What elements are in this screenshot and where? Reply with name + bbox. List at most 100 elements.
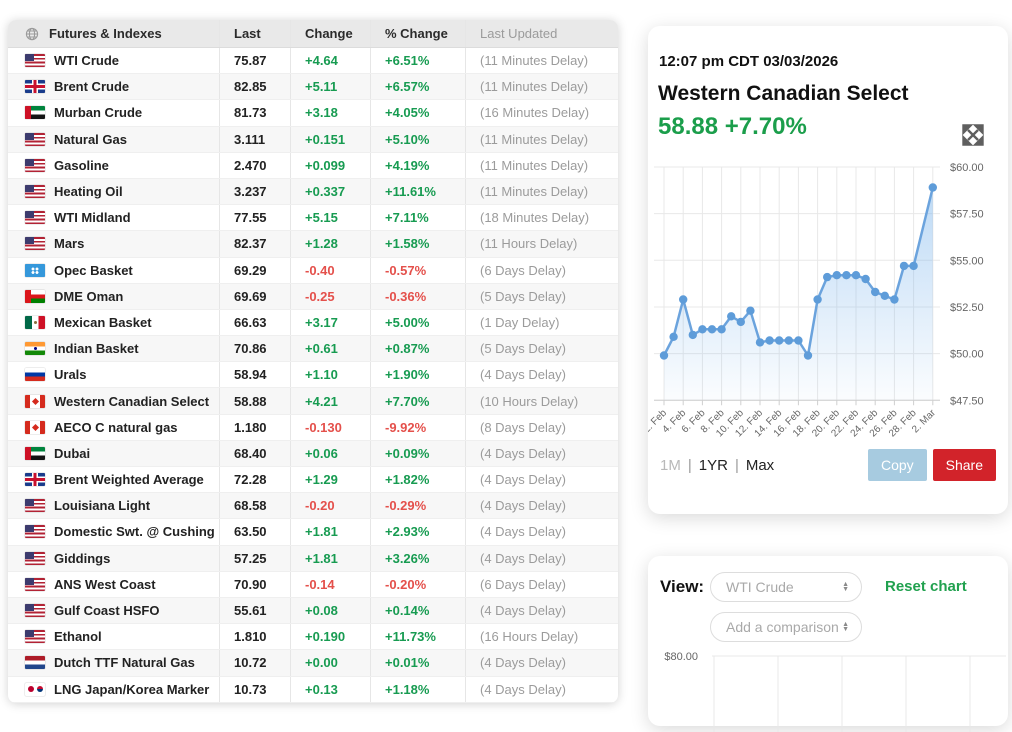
- us-flag-icon: [25, 499, 45, 513]
- commodity-name-cell: Louisiana Light: [8, 493, 219, 518]
- table-row[interactable]: Ethanol 1.810 +0.190 +11.73% (16 Hours Delay…: [8, 624, 618, 651]
- last-price: 66.63: [219, 309, 290, 336]
- percent-change-value: -0.20%: [370, 571, 465, 597]
- share-button[interactable]: Share: [932, 449, 996, 481]
- table-row[interactable]: Giddings 57.25 +1.81 +3.26% (4 Days Delay): [8, 545, 618, 572]
- table-row[interactable]: WTI Crude 75.87 +4.64 +6.51% (11 Minutes Del…: [8, 48, 618, 75]
- ru-flag-icon: [25, 368, 45, 382]
- table-row[interactable]: Murban Crude 81.73 +3.18 +4.05% (16 Minutes …: [8, 100, 618, 127]
- commodity-name: Heating Oil: [54, 184, 123, 200]
- range-option-1m[interactable]: 1M: [660, 456, 681, 474]
- percent-change-value: +1.18%: [370, 676, 465, 702]
- commodity-name: WTI Midland: [54, 210, 131, 226]
- header-label: Futures & Indexes: [49, 26, 162, 41]
- table-row[interactable]: ANS West Coast 70.90 -0.14 -0.20% (6 Days De…: [8, 571, 618, 598]
- table-row[interactable]: Urals 58.94 +1.10 +1.90% (4 Days Delay): [8, 362, 618, 389]
- last-updated: (11 Hours Delay): [465, 231, 618, 257]
- price-chart[interactable]: $47.50$50.00$52.50$55.00$57.50$60.002. F…: [648, 154, 1006, 446]
- commodity-name-cell: Giddings: [8, 546, 219, 571]
- table-row[interactable]: Natural Gas 3.111 +0.151 +5.10% (11 Minutes …: [8, 126, 618, 153]
- change-value: +1.29: [290, 467, 370, 493]
- change-value: +1.81: [290, 519, 370, 545]
- table-row[interactable]: DME Oman 69.69 -0.25 -0.36% (5 Days Delay): [8, 283, 618, 310]
- chart-action-buttons: Copy Share: [867, 449, 996, 481]
- table-row[interactable]: Opec Basket 69.29 -0.40 -0.57% (6 Days Delay…: [8, 257, 618, 284]
- commodity-name: LNG Japan/Korea Marker: [54, 681, 210, 697]
- table-row[interactable]: Domestic Swt. @ Cushing 63.50 +1.81 +2.93%(…: [8, 519, 618, 546]
- us-flag-icon: [25, 630, 45, 644]
- table-row[interactable]: Heating Oil 3.237 +0.337 +11.61% (11 Minutes…: [8, 178, 618, 206]
- view-select[interactable]: WTI Crude ▲ ▼: [710, 572, 862, 602]
- us-flag-icon: [25, 577, 45, 591]
- percent-change-value: +11.61%: [370, 178, 465, 205]
- last-price: 82.85: [219, 74, 290, 100]
- table-row[interactable]: Dutch TTF Natural Gas 10.72 +0.00 +0.01% (4 …: [8, 650, 618, 677]
- last-updated: (11 Minutes Delay): [465, 152, 618, 178]
- last-updated: (4 Days Delay): [465, 519, 618, 545]
- table-row[interactable]: Brent Weighted Average 72.28 +1.29 +1.82% (4…: [8, 467, 618, 494]
- last-updated: (4 Days Delay): [465, 545, 618, 571]
- commodity-name-cell: Western Canadian Select: [8, 388, 219, 413]
- comparison-select[interactable]: Add a comparison ▲ ▼: [710, 612, 862, 642]
- comparison-chart[interactable]: $80.00: [648, 642, 1006, 732]
- change-value: +0.00: [290, 650, 370, 676]
- commodity-name: AECO C natural gas: [54, 419, 178, 435]
- commodity-name: Brent Weighted Average: [54, 472, 204, 488]
- change-value: +3.18: [290, 100, 370, 126]
- change-value: +0.13: [290, 676, 370, 702]
- commodity-name-cell: Heating Oil: [8, 179, 219, 204]
- last-price: 10.72: [219, 650, 290, 676]
- us-flag-icon: [25, 211, 45, 225]
- change-value: +0.06: [290, 440, 370, 466]
- table-row[interactable]: Mars 82.37 +1.28 +1.58% (11 Hours Delay): [8, 231, 618, 258]
- reset-chart-link[interactable]: Reset chart: [885, 578, 967, 595]
- svg-text:$52.50: $52.50: [950, 302, 984, 314]
- percent-change-value: +1.82%: [370, 467, 465, 493]
- last-price: 69.69: [219, 283, 290, 309]
- page: { "colors": { "positive": "#179b51", "ne…: [0, 0, 1012, 705]
- commodity-name-cell: Dubai: [8, 441, 219, 466]
- uk-flag-icon: [25, 473, 45, 487]
- change-value: +4.21: [290, 388, 370, 414]
- change-value: +3.17: [290, 309, 370, 336]
- table-row[interactable]: Gulf Coast HSFO 55.61 +0.08 +0.14% (4 Days D…: [8, 597, 618, 625]
- expand-arrows-icon[interactable]: [962, 124, 984, 146]
- commodity-name-cell: Mars: [8, 231, 219, 256]
- change-value: +0.151: [290, 126, 370, 152]
- table-row[interactable]: LNG Japan/Korea Marker 10.73 +0.13 +1.18% (4…: [8, 676, 618, 703]
- last-price: 1.180: [219, 414, 290, 440]
- last-price: 3.111: [219, 126, 290, 152]
- change-value: +0.099: [290, 152, 370, 178]
- table-row[interactable]: Louisiana Light 68.58 -0.20 -0.29% (4 Days D…: [8, 493, 618, 520]
- table-row[interactable]: Brent Crude 82.85 +5.11 +6.57% (11 Minutes D…: [8, 74, 618, 101]
- percent-change-value: -0.29%: [370, 493, 465, 519]
- change-value: -0.130: [290, 414, 370, 440]
- percent-change-value: +0.87%: [370, 336, 465, 362]
- percent-change-value: +7.11%: [370, 205, 465, 231]
- change-value: +5.11: [290, 74, 370, 100]
- header-change: Change: [290, 20, 370, 47]
- last-price: 2.470: [219, 152, 290, 178]
- commodity-name: ANS West Coast: [54, 576, 156, 592]
- commodity-name: Dubai: [54, 445, 91, 461]
- table-row[interactable]: Gasoline 2.470 +0.099 +4.19% (11 Minutes Del…: [8, 152, 618, 179]
- header-futures-indexes: Futures & Indexes: [8, 20, 219, 47]
- table-row[interactable]: Indian Basket 70.86 +0.61 +0.87% (5 Days Del…: [8, 336, 618, 363]
- comparison-card: View: WTI Crude ▲ ▼ Reset chart Add a com…: [648, 556, 1008, 732]
- table-row[interactable]: Mexican Basket 66.63 +3.17 +5.00% (1 Day Del…: [8, 309, 618, 337]
- table-row[interactable]: AECO C natural gas 1.180 -0.130 -9.92% (8 Da…: [8, 414, 618, 441]
- last-price: 75.87: [219, 48, 290, 74]
- range-option-max[interactable]: Max: [745, 456, 775, 474]
- commodity-name-cell: Ethanol: [8, 624, 219, 649]
- table-row[interactable]: Western Canadian Select 58.88 +4.21 +7.70%(…: [8, 388, 618, 415]
- percent-change-value: +6.51%: [370, 48, 465, 74]
- table-row[interactable]: Dubai 68.40 +0.06 +0.09% (4 Days Delay): [8, 440, 618, 467]
- change-value: -0.40: [290, 257, 370, 283]
- table-row[interactable]: WTI Midland 77.55 +5.15 +7.11% (18 Minutes D…: [8, 205, 618, 232]
- copy-button[interactable]: Copy: [867, 449, 927, 481]
- percent-change-value: +11.73%: [370, 624, 465, 650]
- change-value: -0.20: [290, 493, 370, 519]
- range-option-1yr[interactable]: 1YR: [698, 456, 728, 474]
- change-value: +1.81: [290, 545, 370, 571]
- range-separator: |: [734, 456, 739, 474]
